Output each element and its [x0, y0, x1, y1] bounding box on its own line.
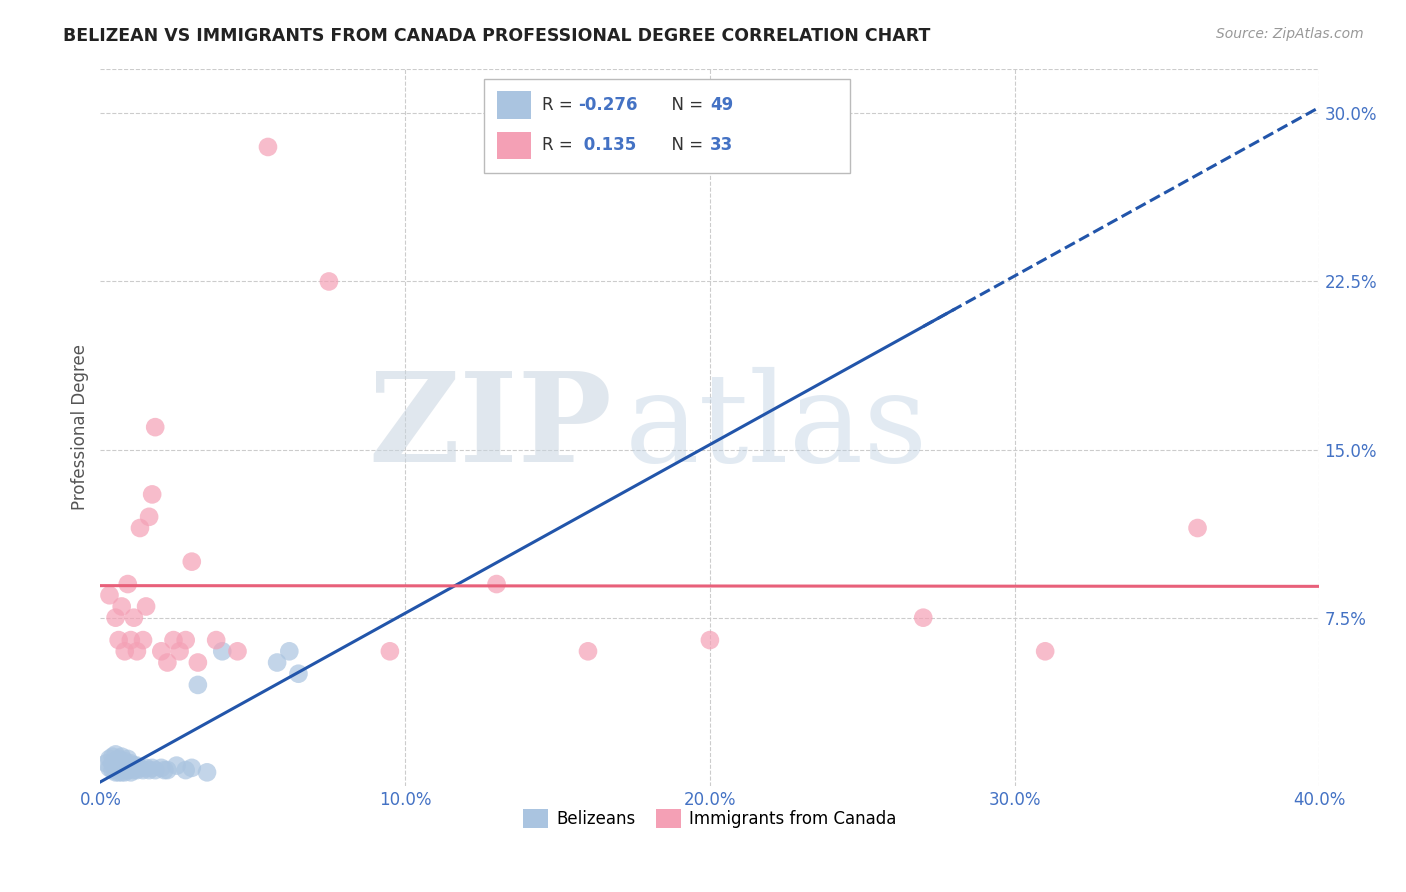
- Point: [107, 765, 129, 780]
- Point: [699, 633, 721, 648]
- Point: [195, 765, 218, 780]
- Point: [205, 633, 228, 648]
- FancyBboxPatch shape: [496, 92, 530, 119]
- Point: [117, 763, 139, 777]
- Point: [132, 763, 155, 777]
- Point: [117, 752, 139, 766]
- Point: [120, 633, 142, 648]
- Text: 33: 33: [710, 136, 733, 154]
- Text: Source: ZipAtlas.com: Source: ZipAtlas.com: [1216, 27, 1364, 41]
- Text: R =: R =: [541, 96, 578, 114]
- Point: [98, 752, 121, 766]
- Point: [129, 761, 152, 775]
- Point: [111, 765, 134, 780]
- Point: [141, 761, 163, 775]
- Point: [180, 761, 202, 775]
- Point: [318, 275, 340, 289]
- Point: [101, 763, 124, 777]
- Point: [122, 758, 145, 772]
- Point: [111, 749, 134, 764]
- Point: [141, 487, 163, 501]
- Point: [125, 758, 148, 772]
- Point: [138, 763, 160, 777]
- Point: [143, 420, 166, 434]
- Point: [257, 140, 280, 154]
- Point: [120, 756, 142, 771]
- Point: [129, 521, 152, 535]
- Point: [104, 747, 127, 762]
- Text: N =: N =: [661, 136, 709, 154]
- Point: [169, 644, 191, 658]
- Legend: Belizeans, Immigrants from Canada: Belizeans, Immigrants from Canada: [516, 802, 903, 835]
- Point: [135, 599, 157, 614]
- Point: [117, 577, 139, 591]
- Point: [162, 633, 184, 648]
- Point: [104, 610, 127, 624]
- Point: [120, 765, 142, 780]
- Point: [104, 758, 127, 772]
- Point: [107, 756, 129, 771]
- Point: [122, 610, 145, 624]
- Point: [174, 633, 197, 648]
- Point: [114, 761, 136, 775]
- Point: [111, 756, 134, 771]
- Point: [96, 756, 118, 771]
- Point: [104, 765, 127, 780]
- Point: [125, 763, 148, 777]
- Point: [122, 763, 145, 777]
- Point: [111, 599, 134, 614]
- Point: [180, 555, 202, 569]
- Text: BELIZEAN VS IMMIGRANTS FROM CANADA PROFESSIONAL DEGREE CORRELATION CHART: BELIZEAN VS IMMIGRANTS FROM CANADA PROFE…: [63, 27, 931, 45]
- Point: [378, 644, 401, 658]
- Point: [156, 763, 179, 777]
- Point: [150, 644, 173, 658]
- Point: [174, 763, 197, 777]
- Point: [211, 644, 233, 658]
- Point: [278, 644, 301, 658]
- Point: [114, 644, 136, 658]
- Y-axis label: Professional Degree: Professional Degree: [72, 344, 89, 510]
- Point: [187, 656, 209, 670]
- Point: [156, 656, 179, 670]
- Point: [150, 761, 173, 775]
- Point: [138, 509, 160, 524]
- Point: [166, 758, 188, 772]
- FancyBboxPatch shape: [485, 79, 851, 172]
- Point: [132, 633, 155, 648]
- Point: [104, 754, 127, 768]
- Point: [143, 763, 166, 777]
- Point: [98, 588, 121, 602]
- Point: [117, 758, 139, 772]
- Point: [485, 577, 508, 591]
- Point: [135, 761, 157, 775]
- FancyBboxPatch shape: [496, 132, 530, 159]
- Text: atlas: atlas: [624, 367, 928, 488]
- Point: [107, 761, 129, 775]
- Text: N =: N =: [661, 96, 709, 114]
- Point: [1033, 644, 1056, 658]
- Point: [114, 754, 136, 768]
- Text: -0.276: -0.276: [578, 96, 638, 114]
- Text: ZIP: ZIP: [368, 367, 613, 488]
- Point: [187, 678, 209, 692]
- Point: [107, 752, 129, 766]
- Point: [98, 761, 121, 775]
- Point: [287, 666, 309, 681]
- Text: 0.135: 0.135: [578, 136, 637, 154]
- Point: [912, 610, 935, 624]
- Point: [101, 749, 124, 764]
- Point: [576, 644, 599, 658]
- Text: 49: 49: [710, 96, 733, 114]
- Point: [1187, 521, 1209, 535]
- Point: [111, 761, 134, 775]
- Point: [266, 656, 288, 670]
- Point: [125, 644, 148, 658]
- Text: R =: R =: [541, 136, 578, 154]
- Point: [107, 633, 129, 648]
- Point: [120, 761, 142, 775]
- Point: [114, 765, 136, 780]
- Point: [226, 644, 249, 658]
- Point: [101, 756, 124, 771]
- Point: [153, 763, 176, 777]
